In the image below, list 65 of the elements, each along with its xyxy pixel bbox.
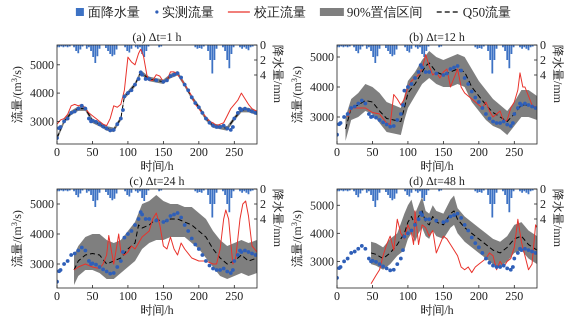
x-tick-label: 150 [434, 145, 452, 159]
y-tick-label: 3000 [30, 257, 54, 271]
y2-axis-title: 降水量/mm [271, 189, 285, 248]
y2-tick-label: 2 [260, 197, 266, 211]
legend-label: 校正流量 [252, 4, 306, 20]
y2-tick-label: 4 [540, 68, 546, 82]
x-tick-label: 100 [118, 289, 137, 303]
y2-tick-label: 4 [260, 68, 266, 82]
x-tick-label: 100 [118, 145, 137, 159]
x-tick-label: 250 [225, 289, 244, 303]
x-tick-label: 50 [366, 145, 378, 159]
legend-label: 实测流量 [162, 4, 214, 20]
x-tick-label: 100 [398, 145, 417, 159]
y-tick-label: 3000 [30, 114, 54, 128]
y-tick-label: 5000 [30, 197, 54, 211]
x-tick-label: 250 [225, 145, 244, 159]
y2-tick-label: 2 [260, 53, 266, 67]
y2-axis-title: 降水量/mm [551, 189, 565, 248]
x-tick-label: 0 [334, 289, 340, 303]
x-tick-label: 100 [398, 289, 417, 303]
x-tick-label: 50 [86, 145, 98, 159]
x-tick-label: 200 [470, 145, 488, 159]
y-tick-label: 3000 [310, 110, 334, 124]
chart-title: (a) Δt=1 h [132, 30, 182, 44]
y-tick-label: 4000 [310, 80, 334, 94]
y2-tick-label: 0 [260, 38, 266, 52]
x-tick-label: 50 [86, 289, 98, 303]
y2-tick-label: 0 [260, 182, 266, 196]
y2-tick-label: 0 [540, 38, 546, 52]
x-tick-label: 0 [334, 145, 340, 159]
x-axis-title: 时间/h [420, 159, 454, 173]
y-tick-label: 4000 [30, 86, 54, 100]
x-tick-label: 50 [366, 289, 378, 303]
x-tick-label: 0 [54, 289, 60, 303]
y2-tick-label: 0 [540, 182, 546, 196]
y-tick-label: 5000 [310, 198, 334, 212]
legend-label: 面降水量 [88, 4, 140, 20]
y2-axis-title: 降水量/mm [271, 45, 285, 104]
x-tick-label: 150 [434, 289, 452, 303]
text: 90%置信区间 [346, 4, 423, 20]
x-tick-label: 250 [505, 145, 524, 159]
x-tick-label: 200 [470, 289, 488, 303]
x-axis-title: 时间/h [140, 303, 174, 317]
x-tick-label: 200 [190, 145, 208, 159]
x-axis-title: 时间/h [420, 303, 454, 317]
y2-tick-label: 4 [540, 212, 546, 226]
y-tick-label: 5000 [310, 50, 334, 64]
x-tick-label: 150 [154, 289, 172, 303]
legend-label: Q50流量 [462, 4, 512, 20]
chart-title: (d) Δt=48 h [409, 174, 465, 188]
y-tick-label: 4000 [310, 226, 334, 240]
y2-tick-label: 4 [260, 212, 266, 226]
y-tick-label: 5000 [30, 58, 54, 72]
y2-axis-title: 降水量/mm [551, 45, 565, 104]
y-tick-label: 4000 [30, 227, 54, 241]
chart-title: (c) Δt=24 h [129, 174, 185, 188]
y2-tick-label: 2 [540, 197, 546, 211]
x-axis-title: 时间/h [140, 159, 174, 173]
y-tick-label: 3000 [310, 254, 334, 268]
x-tick-label: 250 [505, 289, 524, 303]
x-tick-label: 200 [190, 289, 208, 303]
x-tick-label: 0 [54, 145, 60, 159]
chart-title: (b) Δt=12 h [409, 30, 465, 44]
x-tick-label: 150 [154, 145, 172, 159]
y2-tick-label: 2 [540, 53, 546, 67]
